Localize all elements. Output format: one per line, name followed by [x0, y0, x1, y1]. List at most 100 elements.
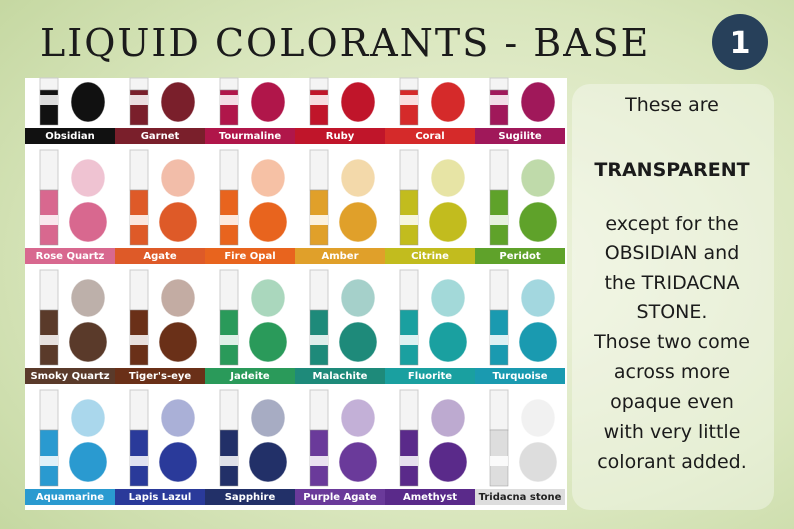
- swatch: Smoky Quartz: [25, 269, 115, 384]
- label-bar: [475, 489, 565, 505]
- gem: [430, 81, 466, 123]
- gem-light: [250, 278, 286, 318]
- note-line: Those two come: [593, 331, 750, 353]
- note-line: STONE.: [637, 301, 708, 323]
- bottle-cap: [129, 269, 149, 311]
- label-bar: [475, 248, 565, 264]
- label-bar: [25, 368, 115, 384]
- bottle-label: [310, 335, 328, 345]
- bottle-cap: [489, 269, 509, 311]
- colorant-name: Sapphire: [225, 492, 276, 503]
- bottle-cap: [39, 77, 59, 91]
- swatch: Sugilite: [475, 77, 565, 144]
- gem-light: [340, 398, 376, 438]
- gem-dark: [68, 201, 108, 243]
- label-bar: [385, 248, 475, 264]
- swatch: Garnet: [115, 77, 205, 144]
- bottle-cap: [219, 77, 239, 91]
- swatch: Obsidian: [25, 77, 115, 144]
- label-bar: [295, 128, 385, 144]
- swatch: Malachite: [295, 269, 385, 384]
- gem-light: [430, 398, 466, 438]
- swatch: Ruby: [295, 77, 385, 144]
- bottle-cap: [399, 389, 419, 431]
- colorant-name: Garnet: [141, 131, 180, 142]
- bottle-label: [490, 95, 508, 105]
- gem: [160, 81, 196, 123]
- label-bar: [385, 368, 475, 384]
- gem-light: [250, 158, 286, 198]
- bottle-label: [40, 456, 58, 466]
- bottle-cap: [219, 389, 239, 431]
- bottle-cap: [219, 269, 239, 311]
- swatch: Purple Agate: [295, 389, 385, 505]
- note-line: except for the: [605, 213, 738, 235]
- swatch: Coral: [385, 77, 475, 144]
- bottle-label: [400, 95, 418, 105]
- gem-light: [430, 278, 466, 318]
- gem-dark: [338, 201, 378, 243]
- gem-dark: [158, 201, 198, 243]
- colorant-name: Rose Quartz: [36, 251, 105, 262]
- bottle-cap: [399, 149, 419, 191]
- bottle-label: [220, 456, 238, 466]
- colorant-name: Aquamarine: [36, 492, 104, 503]
- swatch: Peridot: [475, 149, 565, 264]
- colorant-name: Amethyst: [403, 492, 457, 503]
- bottle-label: [40, 215, 58, 225]
- swatch: Agate: [115, 149, 205, 264]
- bottle-label: [40, 335, 58, 345]
- label-bar: [475, 368, 565, 384]
- bottle-label: [400, 456, 418, 466]
- colorant-name: Obsidian: [45, 131, 95, 142]
- swatch: Aquamarine: [25, 389, 115, 505]
- bottle-cap: [399, 269, 419, 311]
- bottle-cap: [219, 149, 239, 191]
- swatch: Tourmaline: [205, 77, 295, 144]
- gem-light: [160, 398, 196, 438]
- bottle-label: [130, 215, 148, 225]
- gem-light: [520, 398, 556, 438]
- bottle-label: [490, 335, 508, 345]
- note-panel: [572, 84, 774, 510]
- bottle-label: [490, 215, 508, 225]
- colorant-name: Jadeite: [229, 371, 270, 382]
- bottle-cap: [489, 389, 509, 431]
- gem-light: [340, 158, 376, 198]
- colorant-name: Turquoise: [492, 371, 547, 382]
- gem-light: [520, 158, 556, 198]
- bottle-label: [310, 456, 328, 466]
- swatch: Fire Opal: [205, 149, 295, 264]
- gem-light: [70, 398, 106, 438]
- gem-dark: [68, 441, 108, 483]
- colorant-name: Lapis Lazul: [129, 492, 192, 503]
- bottle-cap: [309, 149, 329, 191]
- bottle-label: [310, 215, 328, 225]
- swatch: Amethyst: [385, 389, 475, 505]
- bottle-cap: [309, 389, 329, 431]
- bottle-label: [130, 95, 148, 105]
- colorant-name: Sugilite: [498, 131, 542, 142]
- bottle-label: [220, 95, 238, 105]
- gem-dark: [518, 201, 558, 243]
- swatch: Tiger's-eye: [115, 269, 205, 384]
- label-bar: [25, 128, 115, 144]
- badge: 1: [730, 26, 751, 61]
- colorant-name: Citrine: [411, 251, 449, 262]
- gem-dark: [158, 441, 198, 483]
- colorant-name: Amber: [321, 251, 358, 262]
- gem-dark: [338, 441, 378, 483]
- bottle-label: [400, 215, 418, 225]
- badge-circle: [712, 14, 768, 70]
- colorant-name: Tourmaline: [219, 131, 282, 142]
- bottle-cap: [39, 269, 59, 311]
- bottle-label: [490, 456, 508, 466]
- label-bar: [205, 128, 295, 144]
- gem-dark: [248, 201, 288, 243]
- bottle-label: [220, 335, 238, 345]
- colorant-name: Malachite: [313, 371, 368, 382]
- colorant-name: Ruby: [326, 131, 355, 142]
- note-line: the TRIDACNA: [604, 272, 739, 294]
- gem-dark: [158, 321, 198, 363]
